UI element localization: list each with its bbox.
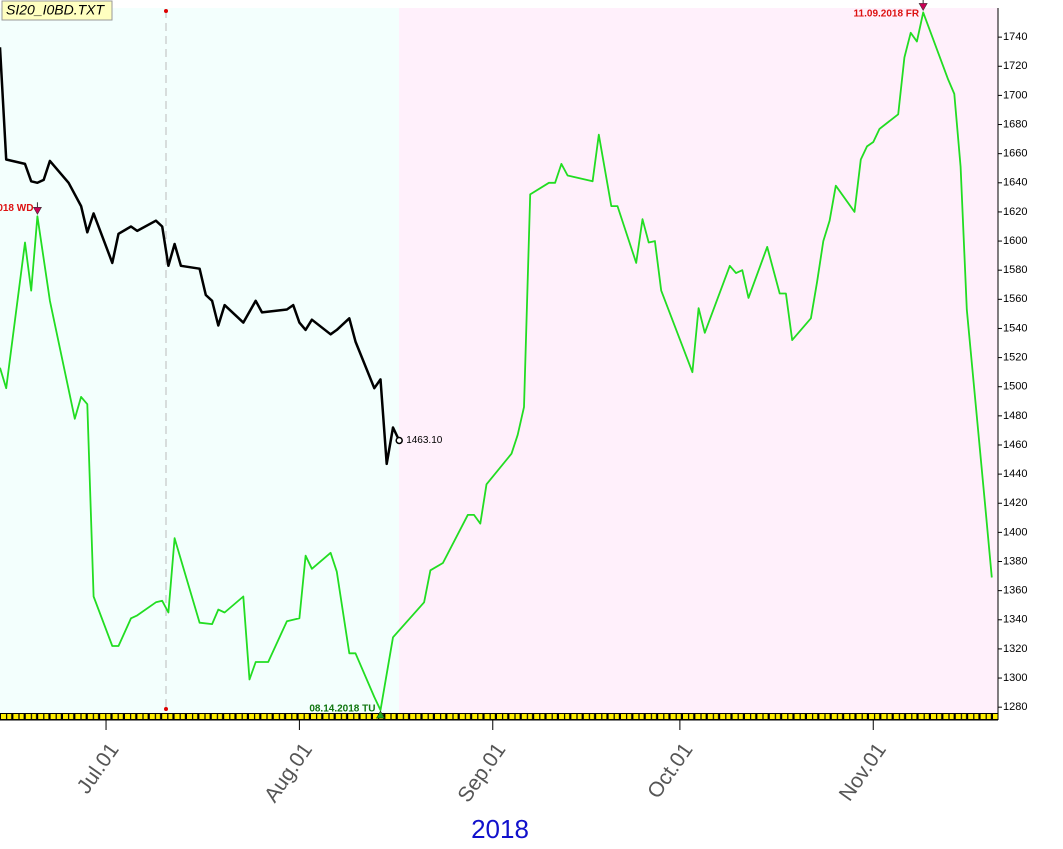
x-tick-label: Oct.01 — [643, 739, 697, 803]
y-tick-label: 1440 — [1003, 468, 1027, 480]
y-tick-label: 1620 — [1003, 206, 1027, 218]
chart-title: SI20_I0BD.TXT — [6, 2, 105, 18]
y-tick-label: 1380 — [1003, 555, 1027, 567]
value-label: 1463.10 — [406, 435, 443, 446]
x-tick-label: Jul.01 — [73, 739, 124, 798]
y-tick-label: 1300 — [1003, 672, 1027, 684]
y-tick-label: 1480 — [1003, 410, 1027, 422]
y-tick-label: 1520 — [1003, 351, 1027, 363]
x-tick-label: Sep.01 — [453, 739, 510, 807]
y-tick-label: 1740 — [1003, 31, 1027, 43]
y-tick-label: 1680 — [1003, 118, 1027, 130]
day-strip — [0, 713, 998, 720]
y-tick-label: 1560 — [1003, 293, 1027, 305]
annotation: 018 WD — [0, 203, 33, 214]
title-box — [1, 0, 113, 21]
y-tick-label: 1640 — [1003, 177, 1027, 189]
region-future — [399, 8, 998, 713]
last-point — [395, 436, 403, 445]
series-line — [0, 11, 993, 711]
low-marker — [375, 710, 386, 719]
x-tick-label: Nov.01 — [835, 739, 891, 805]
x-axis-label: 2018 — [471, 814, 529, 844]
region-past — [0, 8, 399, 713]
y-tick-label: 1280 — [1003, 701, 1027, 713]
x-tick-label: Aug.01 — [260, 739, 317, 807]
cursor-dot — [164, 9, 168, 13]
y-tick-label: 1540 — [1003, 322, 1027, 334]
y-tick-label: 1340 — [1003, 614, 1027, 626]
series-line — [0, 47, 401, 466]
y-tick-label: 1580 — [1003, 264, 1027, 276]
y-tick-label: 1700 — [1003, 89, 1027, 101]
y-tick-label: 1720 — [1003, 60, 1027, 72]
y-tick-label: 1660 — [1003, 148, 1027, 160]
y-tick-label: 1500 — [1003, 381, 1027, 393]
annotation: 08.14.2018 TU — [309, 704, 375, 715]
annotation: 11.09.2018 FR — [854, 9, 920, 20]
y-tick-label: 1460 — [1003, 439, 1027, 451]
cursor-dot — [164, 707, 168, 711]
y-tick-label: 1320 — [1003, 643, 1027, 655]
y-tick-label: 1400 — [1003, 526, 1027, 538]
y-tick-label: 1600 — [1003, 235, 1027, 247]
y-tick-label: 1420 — [1003, 497, 1027, 509]
y-tick-label: 1360 — [1003, 585, 1027, 597]
